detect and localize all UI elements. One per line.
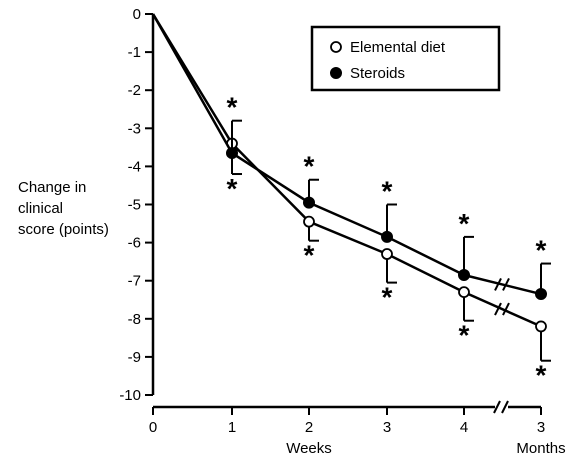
x-tick-label: 4 xyxy=(460,419,468,436)
y-tick-label: -4 xyxy=(128,158,141,175)
data-point-elemental-diet xyxy=(535,320,547,333)
x-tick-label: 1 xyxy=(228,419,236,436)
significance-star: * xyxy=(536,360,547,391)
data-point-steroids xyxy=(303,196,315,209)
y-tick-label: -5 xyxy=(128,197,141,214)
data-point-steroids xyxy=(226,147,238,160)
x-axis-label-months: Months xyxy=(516,440,565,457)
y-tick-label: -1 xyxy=(128,44,141,61)
significance-star: * xyxy=(536,235,547,266)
y-tick-label: -9 xyxy=(128,349,141,366)
significance-star: * xyxy=(382,176,393,207)
legend-filled-circle-icon xyxy=(330,67,342,79)
x-axis-label-weeks: Weeks xyxy=(286,440,332,457)
significance-star: * xyxy=(304,151,315,182)
legend: Elemental diet Steroids xyxy=(310,25,501,92)
x-tick-label: 3 xyxy=(537,419,545,436)
series-break-mark xyxy=(494,302,502,316)
y-tick-label: 0 xyxy=(133,6,141,23)
y-tick-label: -7 xyxy=(128,273,141,290)
data-point-elemental-diet xyxy=(458,286,470,299)
x-tick-label: 2 xyxy=(305,419,313,436)
y-tick-label: -10 xyxy=(119,387,141,404)
series-break-mark xyxy=(494,277,502,291)
legend-label-elemental-diet: Elemental diet xyxy=(350,39,446,56)
significance-star: * xyxy=(382,282,393,313)
significance-star: * xyxy=(227,173,238,204)
series-break-mark xyxy=(502,277,510,291)
y-axis-label-line: Change in xyxy=(18,179,86,196)
data-point-steroids xyxy=(458,268,470,281)
x-tick-label: 3 xyxy=(383,419,391,436)
data-point-elemental-diet xyxy=(381,248,393,260)
series-layer: * * * * * * * * * * xyxy=(151,13,551,391)
legend-label-steroids: Steroids xyxy=(350,65,405,82)
legend-box xyxy=(310,25,501,92)
legend-open-circle-icon xyxy=(330,41,342,53)
series-line-steroids xyxy=(463,273,542,296)
data-point-elemental-diet xyxy=(303,215,315,228)
y-tick-label: -3 xyxy=(128,120,141,137)
x-axis-break-mark xyxy=(501,400,509,414)
data-point-steroids xyxy=(381,230,393,243)
series-line-elemental-diet xyxy=(463,290,542,328)
significance-star: * xyxy=(459,208,470,239)
data-point-steroids xyxy=(535,288,547,301)
axes: 0 -1 -2 -3 -4 -5 -6 -7 -8 -9 -10 0 1 2 3 4 3 Weeks Months xyxy=(119,6,565,457)
series-break-mark xyxy=(502,302,510,316)
y-tick-label: -8 xyxy=(128,311,141,328)
y-tick-label: -6 xyxy=(128,235,141,252)
significance-star: * xyxy=(227,92,238,123)
y-tick-label: -2 xyxy=(128,82,141,99)
x-tick-label: 0 xyxy=(149,419,157,436)
significance-star: * xyxy=(304,240,315,271)
x-axis-break-mark xyxy=(493,400,501,414)
y-axis-label-line: clinical xyxy=(18,200,63,217)
significance-star: * xyxy=(459,320,470,351)
y-axis-label-line: score (points) xyxy=(18,221,109,238)
y-axis-label: Change in clinical score (points) xyxy=(18,179,109,238)
